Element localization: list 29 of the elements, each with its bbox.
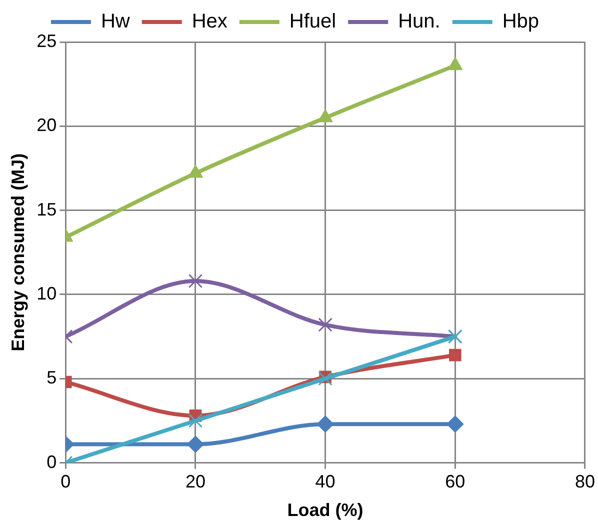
point xyxy=(318,109,333,122)
point xyxy=(318,318,332,332)
point xyxy=(186,436,204,453)
legend-label: Hfuel xyxy=(289,10,336,33)
x-axis-title: Load (%) xyxy=(287,500,364,520)
y-tick-label: 5 xyxy=(46,368,57,388)
point xyxy=(448,57,463,70)
y-tick-label: 15 xyxy=(36,199,57,220)
point xyxy=(316,416,334,433)
point xyxy=(446,416,464,433)
legend-label: Hbp xyxy=(502,10,540,33)
y-tick-label: 20 xyxy=(36,115,57,136)
point xyxy=(448,348,462,362)
point xyxy=(318,372,332,386)
y-tick-label: 10 xyxy=(36,283,57,304)
legend-label: Hw xyxy=(100,10,130,33)
y-tick-label: 25 xyxy=(36,30,57,51)
point xyxy=(188,414,203,428)
x-tick-label: 20 xyxy=(185,472,206,492)
y-tick-label: 0 xyxy=(46,452,57,472)
x-tick-label: 0 xyxy=(60,472,71,492)
x-tick-label: 60 xyxy=(445,472,466,492)
point xyxy=(188,164,203,178)
legend-label: Hex xyxy=(192,10,228,33)
x-tick-label: 40 xyxy=(315,472,336,492)
x-tick-label: 80 xyxy=(574,472,596,492)
point xyxy=(188,274,203,288)
legend-label: Hun. xyxy=(398,10,440,33)
y-axis-title: Energy consumed (MJ) xyxy=(8,153,28,352)
